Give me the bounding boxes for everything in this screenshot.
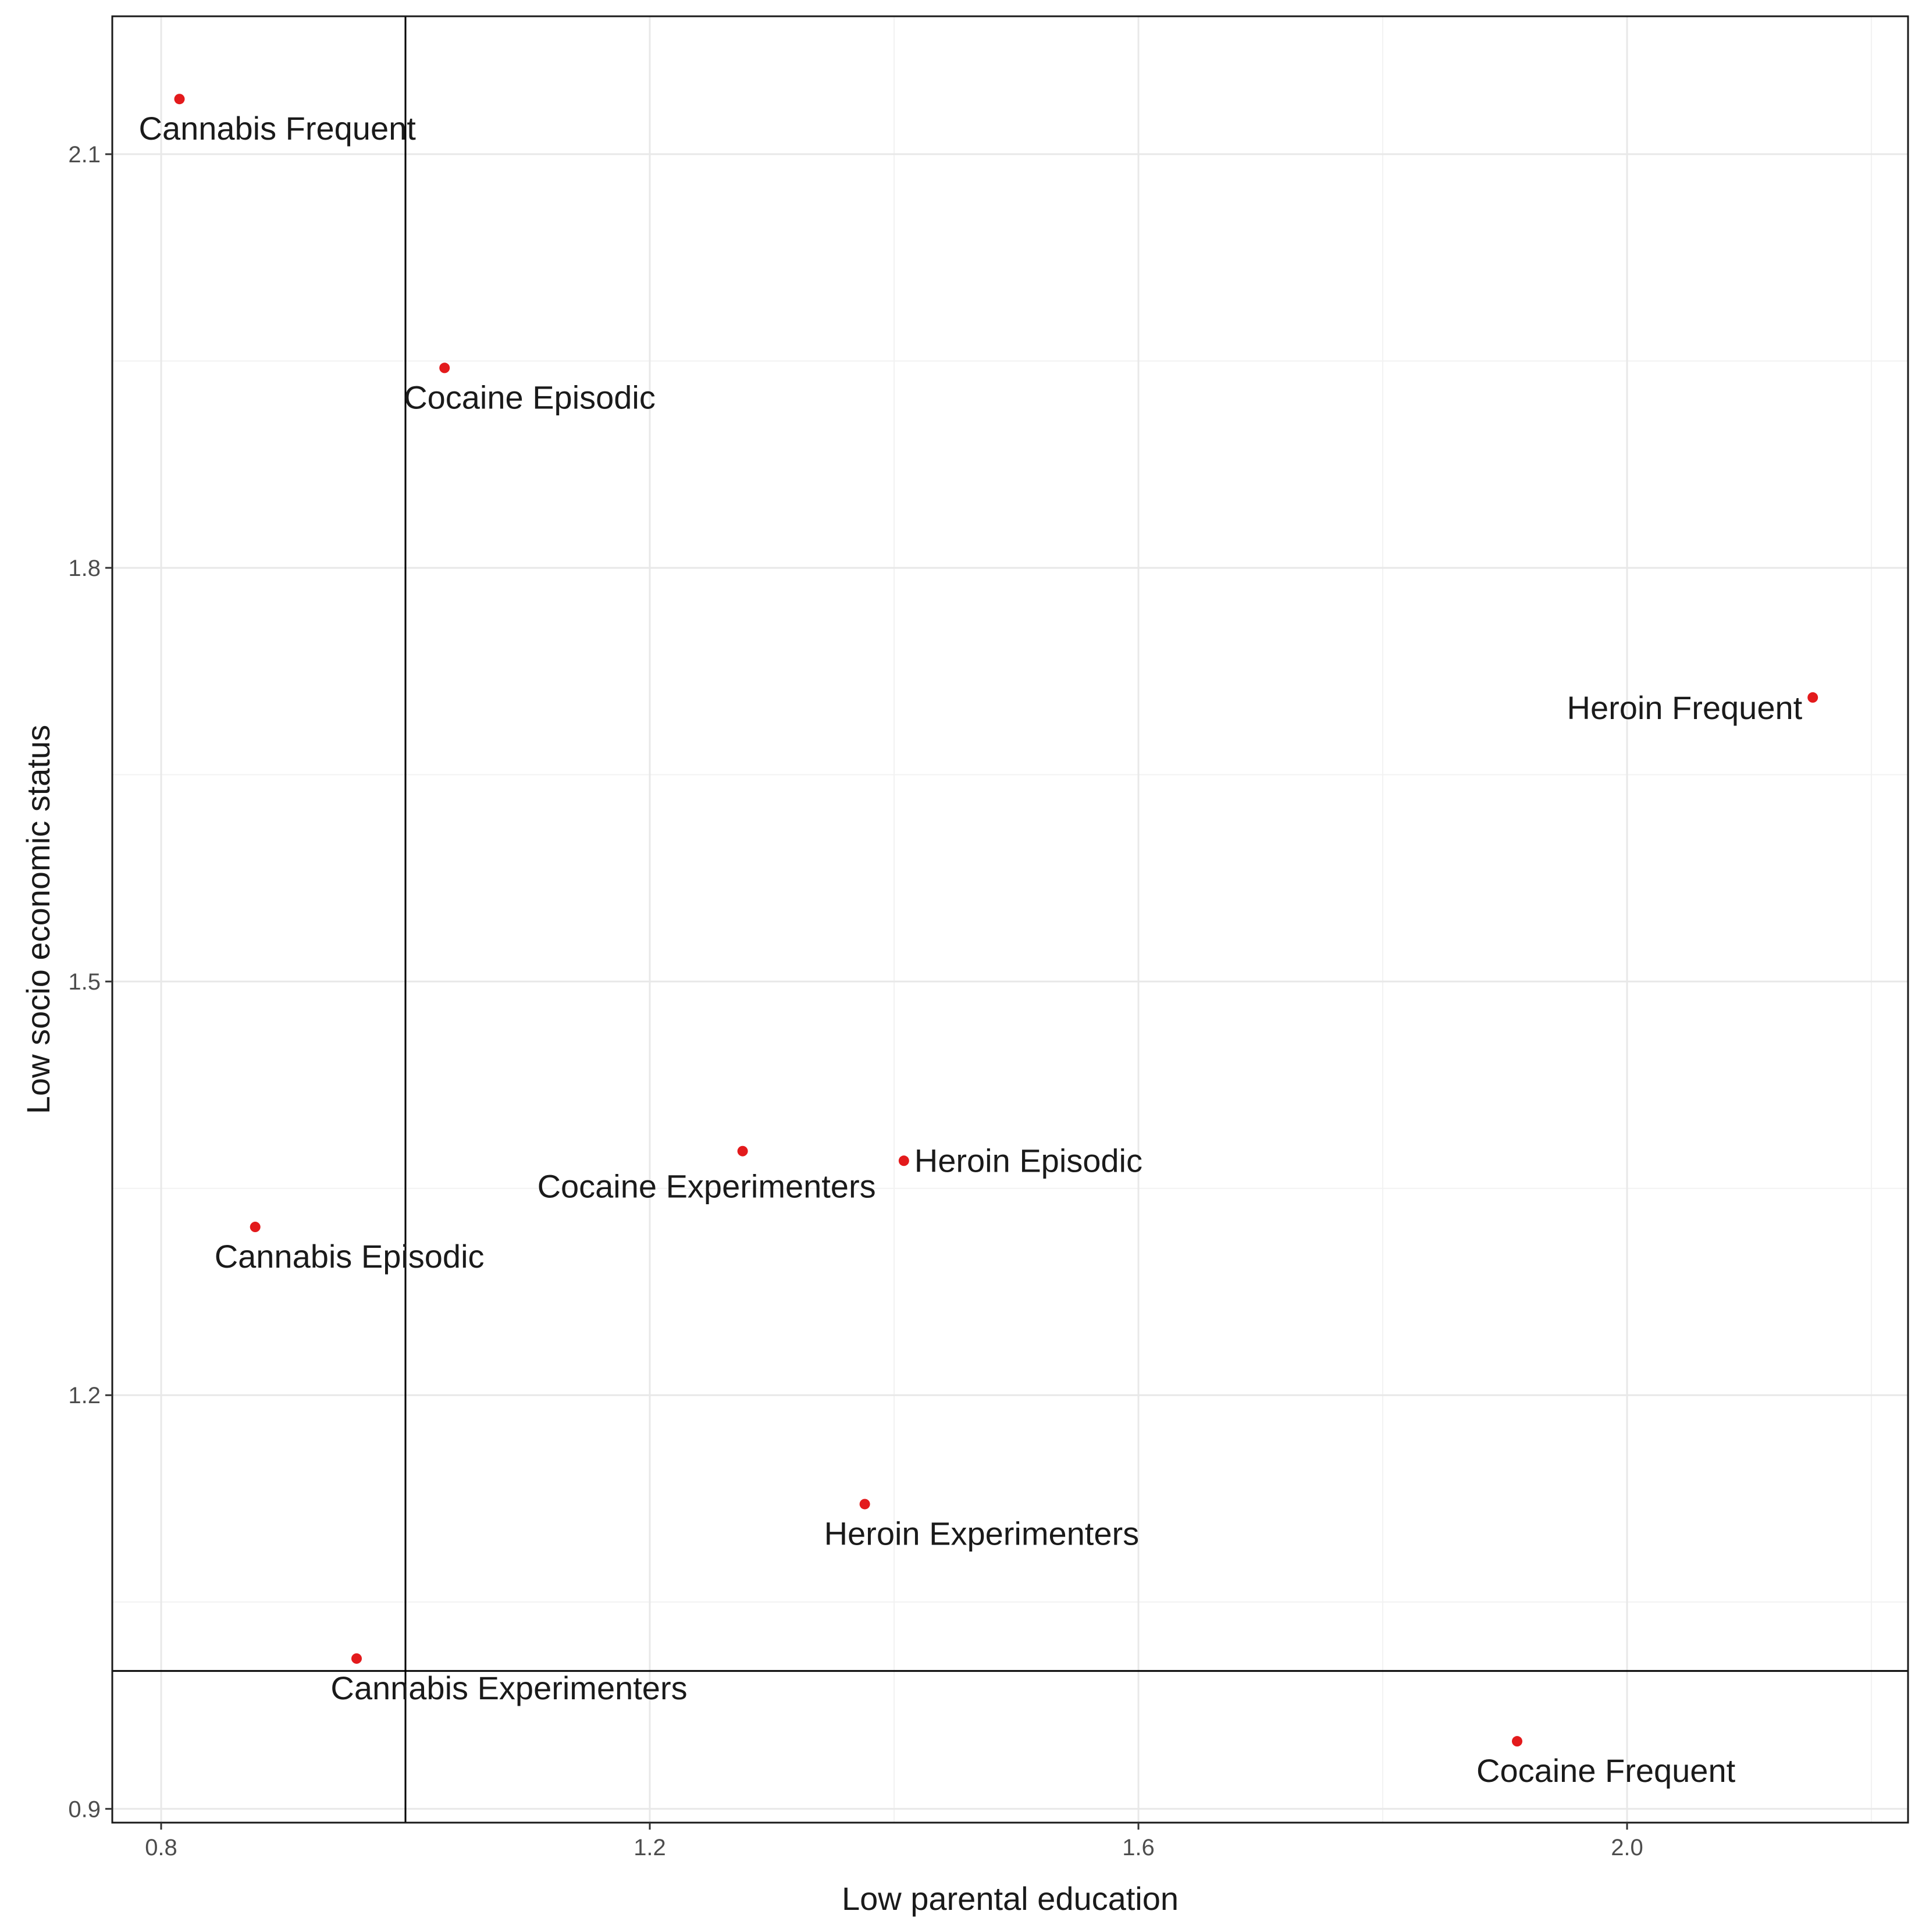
- data-point: [737, 1145, 748, 1157]
- data-points: [174, 94, 1818, 1747]
- y-tick-label: 2.1: [68, 142, 101, 168]
- x-axis-ticks: 0.8 1.2 1.6 2.0: [145, 1823, 1643, 1860]
- y-axis-title: Low socio economic status: [20, 725, 56, 1114]
- data-point: [439, 362, 450, 373]
- y-tick-label: 0.9: [68, 1796, 101, 1822]
- point-label: Cannabis Episodic: [215, 1238, 485, 1275]
- data-point: [1512, 1736, 1522, 1747]
- point-label: Cocaine Experimenters: [538, 1168, 876, 1205]
- point-label: Cocaine Episodic: [404, 379, 656, 415]
- x-tick-label: 1.2: [633, 1835, 666, 1860]
- y-tick-label: 1.5: [68, 969, 101, 995]
- major-gridlines: [112, 16, 1908, 1823]
- data-point: [351, 1653, 362, 1664]
- minor-gridlines: [112, 16, 1908, 1823]
- data-point: [898, 1155, 909, 1166]
- point-labels: Cannabis Frequent Cocaine Episodic Heroin …: [139, 110, 1803, 1789]
- point-label: Cocaine Frequent: [1476, 1752, 1736, 1789]
- y-axis-ticks: 0.9 1.2 1.5 1.8 2.1: [68, 142, 112, 1822]
- x-tick-label: 2.0: [1611, 1835, 1643, 1860]
- x-tick-label: 1.6: [1122, 1835, 1155, 1860]
- reference-lines: [112, 16, 1908, 1823]
- panel-border: [111, 15, 1909, 1824]
- point-label: Cannabis Frequent: [139, 110, 417, 147]
- point-label: Heroin Episodic: [914, 1142, 1142, 1179]
- x-tick-label: 0.8: [145, 1835, 177, 1860]
- y-tick-label: 1.2: [68, 1383, 101, 1408]
- data-point: [174, 94, 185, 105]
- point-label: Heroin Frequent: [1567, 689, 1803, 726]
- data-point: [1807, 692, 1818, 703]
- data-point: [859, 1499, 870, 1510]
- point-label: Heroin Experimenters: [824, 1515, 1140, 1552]
- point-label: Cannabis Experimenters: [330, 1670, 687, 1706]
- data-point: [250, 1222, 261, 1233]
- y-tick-label: 1.8: [68, 556, 101, 581]
- x-axis-title: Low parental education: [842, 1880, 1179, 1917]
